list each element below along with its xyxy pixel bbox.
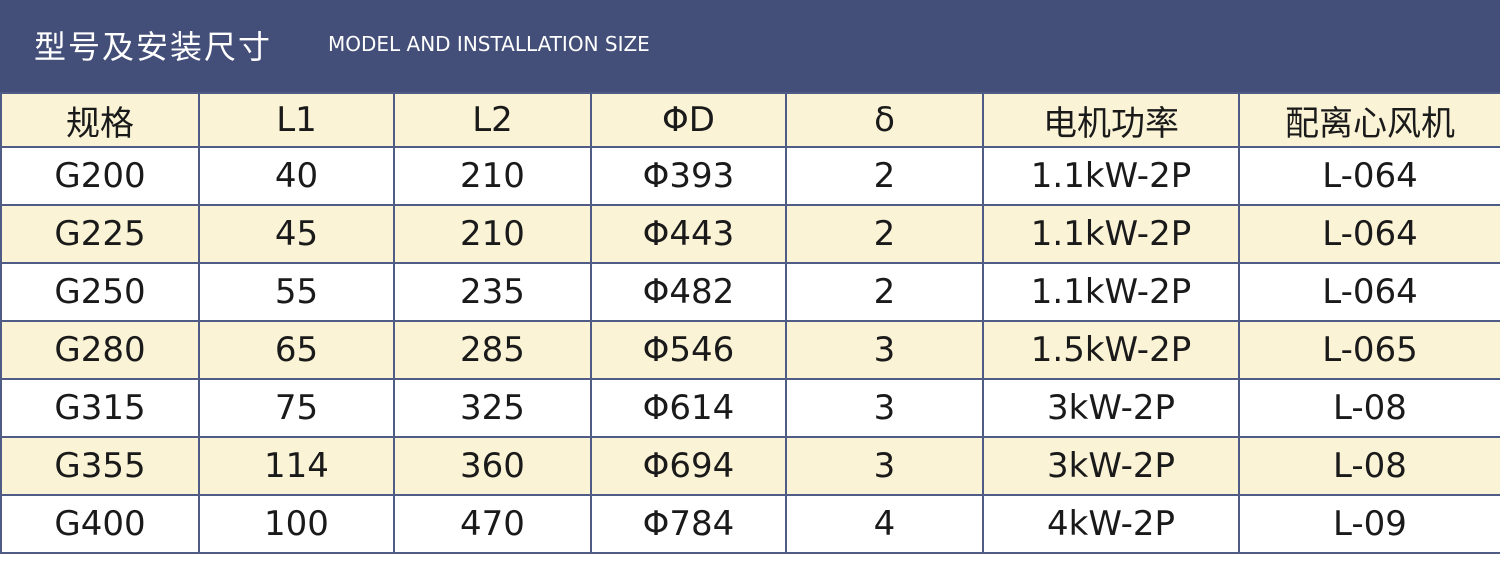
table-cell: 285 (393, 320, 592, 380)
table-cell: Φ482 (590, 262, 787, 322)
table-row: G225 45 210 Φ443 2 1.1kW-2P L-064 (0, 204, 1500, 264)
table-cell: Φ393 (590, 146, 787, 206)
column-header: 规格 (0, 92, 200, 148)
table-cell: G225 (0, 204, 200, 264)
column-header: L2 (393, 92, 592, 148)
table-cell: 100 (198, 494, 395, 554)
header-bar: 型号及安装尺寸 MODEL AND INSTALLATION SIZE (0, 0, 1500, 92)
table-cell: L-08 (1238, 436, 1500, 496)
table-cell: L-09 (1238, 494, 1500, 554)
table-row: G400 100 470 Φ784 4 4kW-2P L-09 (0, 494, 1500, 554)
column-header: L1 (198, 92, 395, 148)
subtitle: MODEL AND INSTALLATION SIZE (328, 32, 650, 56)
table-cell: 210 (393, 204, 592, 264)
table-cell: 4 (785, 494, 984, 554)
table-row: G250 55 235 Φ482 2 1.1kW-2P L-064 (0, 262, 1500, 322)
table-cell: 210 (393, 146, 592, 206)
table-cell: 2 (785, 204, 984, 264)
table-cell: 75 (198, 378, 395, 438)
table-cell: 2 (785, 262, 984, 322)
table-cell: L-064 (1238, 262, 1500, 322)
table-cell: Φ546 (590, 320, 787, 380)
table-cell: Φ784 (590, 494, 787, 554)
table-cell: G250 (0, 262, 200, 322)
table-cell: Φ443 (590, 204, 787, 264)
column-header: δ (785, 92, 984, 148)
table-cell: 3 (785, 320, 984, 380)
column-header: 电机功率 (982, 92, 1240, 148)
column-header: 配离心风机 (1238, 92, 1500, 148)
table-cell: G280 (0, 320, 200, 380)
table-cell: L-064 (1238, 146, 1500, 206)
table-row: G200 40 210 Φ393 2 1.1kW-2P L-064 (0, 146, 1500, 206)
table-cell: G400 (0, 494, 200, 554)
table-cell: 3 (785, 378, 984, 438)
table-cell: G200 (0, 146, 200, 206)
table-cell: G315 (0, 378, 200, 438)
table-cell: 325 (393, 378, 592, 438)
table-cell: 45 (198, 204, 395, 264)
table-cell: Φ614 (590, 378, 787, 438)
table-cell: 470 (393, 494, 592, 554)
table-cell: G355 (0, 436, 200, 496)
table-row: G280 65 285 Φ546 3 1.5kW-2P L-065 (0, 320, 1500, 380)
table-cell: Φ694 (590, 436, 787, 496)
table-cell: 4kW-2P (982, 494, 1240, 554)
table-cell: L-08 (1238, 378, 1500, 438)
table-cell: 1.1kW-2P (982, 262, 1240, 322)
table-cell: 3kW-2P (982, 378, 1240, 438)
table-cell: 1.1kW-2P (982, 204, 1240, 264)
table-cell: 360 (393, 436, 592, 496)
table-cell: 1.5kW-2P (982, 320, 1240, 380)
table-cell: L-065 (1238, 320, 1500, 380)
table-cell: 2 (785, 146, 984, 206)
header-row: 规格 L1 L2 ΦD δ 电机功率 配离心风机 (0, 92, 1500, 148)
table-cell: 3kW-2P (982, 436, 1240, 496)
table-cell: 235 (393, 262, 592, 322)
table-cell: L-064 (1238, 204, 1500, 264)
column-header: ΦD (590, 92, 787, 148)
table-row: G315 75 325 Φ614 3 3kW-2P L-08 (0, 378, 1500, 438)
table-cell: 1.1kW-2P (982, 146, 1240, 206)
table-cell: 55 (198, 262, 395, 322)
title: 型号及安装尺寸 (34, 28, 273, 66)
spec-table: 规格 L1 L2 ΦD δ 电机功率 配离心风机 G200 40 210 Φ393 2 1.1kW-2… (0, 92, 1500, 554)
table-cell: 40 (198, 146, 395, 206)
table-row: G355 114 360 Φ694 3 3kW-2P L-08 (0, 436, 1500, 496)
table-cell: 65 (198, 320, 395, 380)
table-cell: 114 (198, 436, 395, 496)
table-cell: 3 (785, 436, 984, 496)
